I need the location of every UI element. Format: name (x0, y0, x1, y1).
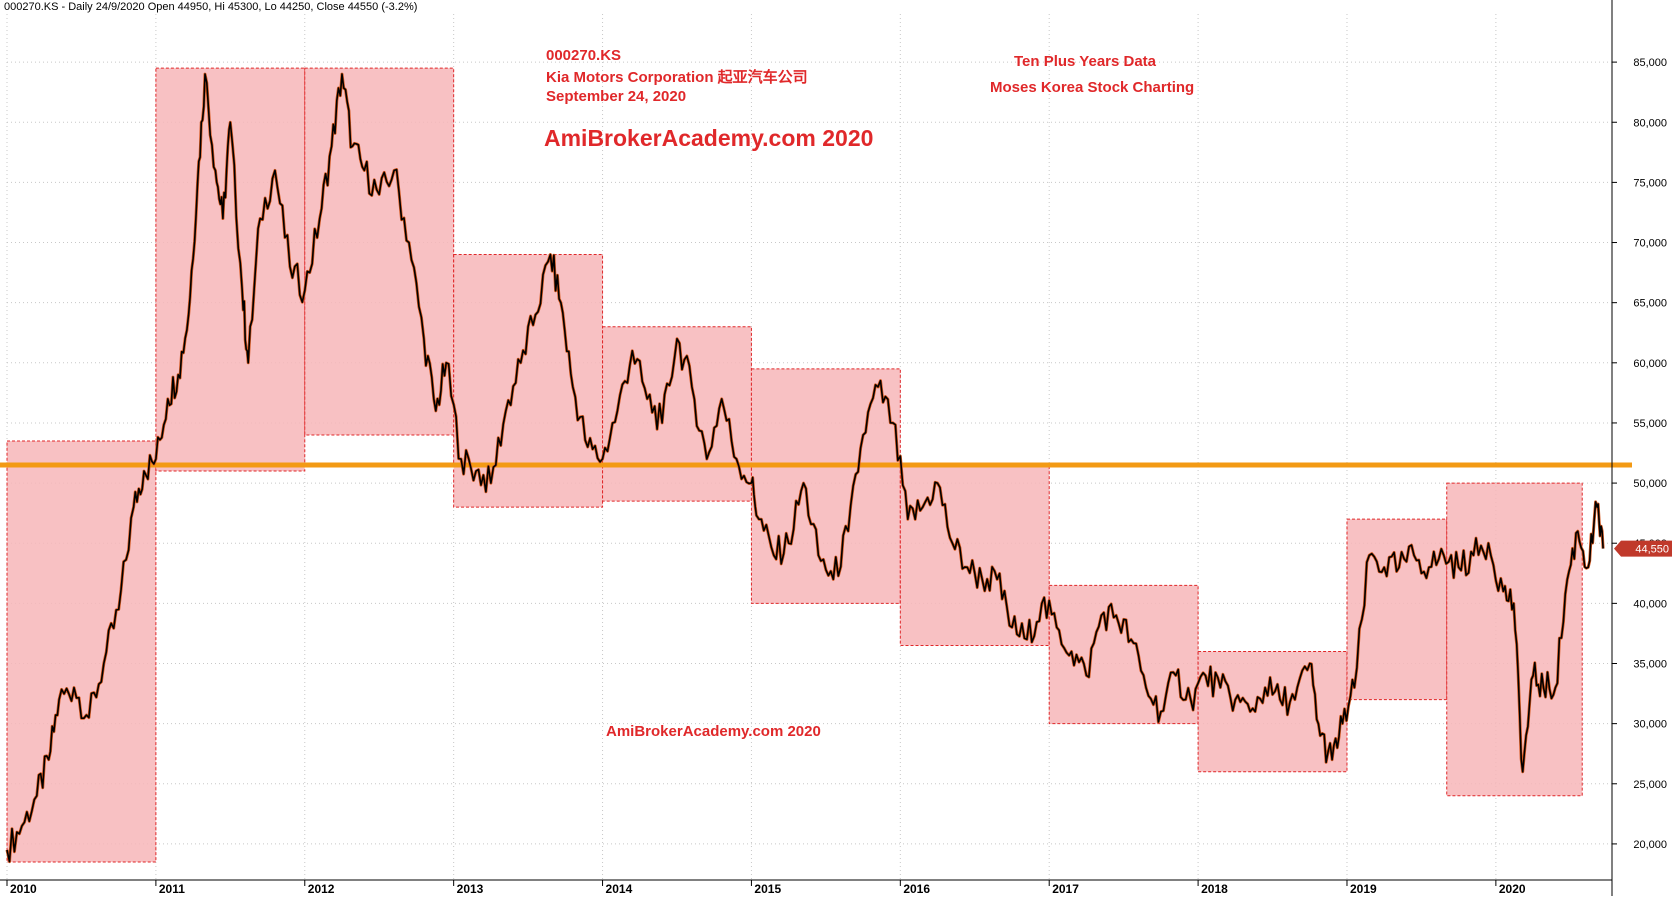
range-box (304, 67, 455, 436)
y-tick-label: 35,000 (1633, 659, 1667, 671)
x-tick-label: 2019 (1350, 882, 1377, 896)
watermark-small: AmiBrokerAcademy.com 2020 (606, 723, 821, 740)
date-label: September 24, 2020 (546, 88, 686, 105)
range-box (1446, 482, 1583, 797)
ticker-label: 000270.KS (546, 47, 621, 64)
last-price-tag (1614, 540, 1672, 557)
range-box (6, 440, 157, 863)
y-tick-label: 60,000 (1633, 358, 1667, 370)
y-tick-label: 40,000 (1633, 598, 1667, 610)
y-tick-label: 80,000 (1633, 117, 1667, 129)
price-series (5, 72, 1605, 864)
range-box (1048, 584, 1199, 725)
info-line-1: Ten Plus Years Data (1014, 53, 1157, 70)
range-box (453, 254, 604, 508)
watermark-large: AmiBrokerAcademy.com 2020 (544, 125, 873, 151)
x-tick-label: 2018 (1201, 882, 1228, 896)
y-tick-label: 70,000 (1633, 238, 1667, 250)
y-tick-label: 75,000 (1633, 177, 1667, 189)
price-series-line (6, 73, 1604, 863)
y-tick-label: 85,000 (1633, 57, 1667, 69)
y-tick-label: 65,000 (1633, 298, 1667, 310)
x-tick-label: 2015 (754, 882, 781, 896)
range-box (899, 464, 1050, 646)
y-tick-label: 25,000 (1633, 779, 1667, 791)
range-box (602, 326, 752, 502)
range-box (1346, 518, 1448, 701)
y-tick-label: 30,000 (1633, 719, 1667, 731)
x-tick-label: 2020 (1499, 882, 1526, 896)
y-tick-label: 20,000 (1633, 839, 1667, 851)
info-line-2: Moses Korea Stock Charting (990, 79, 1194, 96)
company-label: Kia Motors Corporation 起亚汽车公司 (546, 68, 808, 86)
x-tick-label: 2014 (606, 882, 633, 896)
last-price-label: 44,550 (1635, 544, 1669, 556)
status-line: 000270.KS - Daily 24/9/2020 Open 44950, … (4, 1, 417, 13)
range-box (1197, 650, 1348, 773)
x-tick-label: 2010 (10, 882, 37, 896)
y-tick-label: 55,000 (1633, 418, 1667, 430)
x-tick-label: 2016 (903, 882, 930, 896)
y-tick-label: 50,000 (1633, 478, 1667, 490)
x-tick-label: 2011 (159, 882, 185, 896)
x-tick-label: 2017 (1052, 882, 1079, 896)
x-tick-label: 2012 (308, 882, 335, 896)
x-tick-label: 2013 (457, 882, 484, 896)
